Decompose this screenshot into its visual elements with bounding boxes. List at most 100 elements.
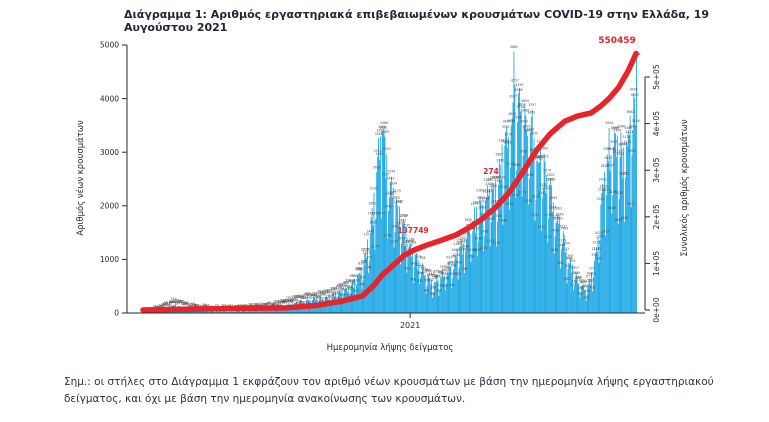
bar-label: 814: [451, 263, 457, 267]
bar-label: 452: [343, 281, 349, 285]
bar-label: 70: [263, 303, 267, 307]
bar: [525, 115, 527, 313]
bar: [475, 206, 477, 313]
bar: [508, 137, 509, 313]
bar: [199, 310, 201, 313]
bar-label: 77: [183, 302, 187, 306]
bar: [232, 311, 234, 313]
bar-label: 278: [312, 292, 318, 296]
bar-label: 364: [578, 286, 584, 290]
bar: [482, 204, 484, 313]
bar: [593, 277, 594, 313]
bar-label: 3255: [530, 132, 538, 136]
bar-label: 48: [256, 303, 260, 307]
bar-label: 765: [419, 265, 425, 269]
bar: [222, 311, 224, 313]
bar-label: 2063: [477, 196, 485, 200]
bar-label: 2822: [541, 154, 549, 158]
bar-label: 110: [174, 300, 180, 304]
bar-label: 101: [164, 301, 170, 305]
bar-label: 51: [197, 304, 201, 308]
bar: [208, 311, 210, 313]
bar: [269, 308, 271, 313]
bar-label: 750: [569, 266, 575, 270]
bar-label: 138: [279, 300, 285, 304]
bar: [366, 258, 368, 313]
bar-label: 532: [588, 278, 594, 282]
bar: [474, 207, 475, 313]
bar: [526, 130, 528, 313]
bar-label: 2820: [536, 155, 544, 159]
bar-label: 1208: [408, 241, 416, 245]
bar-label: 2113: [532, 194, 540, 198]
bar: [510, 125, 512, 313]
bar: [271, 308, 272, 313]
bar-label: 1149: [462, 244, 470, 248]
bar: [618, 199, 620, 313]
bar-label: 560: [410, 277, 416, 281]
bar: [446, 270, 448, 313]
bar-label: 1721: [553, 215, 561, 219]
bar: [518, 93, 519, 313]
bar: [634, 98, 636, 314]
bar: [416, 252, 418, 313]
bar-label: 515: [349, 279, 355, 283]
bar-label: 3486: [632, 119, 640, 123]
bar: [349, 293, 351, 313]
bar-label: 268: [311, 293, 317, 297]
bar: [396, 196, 398, 313]
bar: [203, 311, 205, 313]
bar-label: 2574: [543, 169, 551, 173]
bar-label: 162: [173, 298, 179, 302]
bar-label: 1679: [552, 216, 560, 220]
bar: [633, 93, 635, 313]
bar-label: 928: [420, 256, 426, 260]
bar-label: 1287: [460, 238, 468, 242]
bar: [471, 254, 473, 313]
bar-label: 218: [301, 296, 307, 300]
bar: [604, 236, 606, 313]
bar: [441, 276, 443, 313]
bar-label: 63: [261, 303, 265, 307]
bar-label: 625: [435, 274, 441, 278]
bar: [264, 309, 266, 313]
bar: [411, 256, 412, 313]
bar: [240, 311, 242, 313]
bar: [213, 311, 215, 313]
bar: [261, 309, 262, 313]
bar: [529, 178, 530, 313]
bar-label: 2025: [525, 199, 533, 203]
bar-label: 2507: [382, 172, 390, 176]
bar-label: 2712: [506, 162, 514, 166]
bar: [485, 201, 486, 313]
bar-label: 761: [420, 267, 426, 271]
bar-label: 1279: [559, 239, 567, 243]
bar: [600, 204, 602, 313]
bar-label: 365: [347, 286, 353, 290]
bar: [450, 266, 452, 313]
bar-label: 1373: [364, 233, 372, 237]
bar-label: 2914: [374, 149, 382, 153]
bar: [444, 290, 446, 313]
bar-label: 1246: [406, 240, 414, 244]
bar-label: 2522: [622, 171, 630, 175]
bar-label: 62: [260, 302, 264, 306]
bar-label: 3362: [526, 127, 534, 131]
bar-label: 170: [291, 298, 297, 302]
bar-label: 282: [430, 292, 436, 296]
bar-label: 3401: [523, 125, 531, 129]
bar: [463, 244, 465, 313]
bar-value-labels: 2725333549505758744164898710185118629813…: [152, 45, 640, 310]
bar: [499, 165, 501, 313]
bar: [605, 195, 607, 313]
bar: [254, 310, 256, 313]
bar-label: 56: [262, 302, 266, 306]
bar-label: 2953: [383, 147, 391, 151]
bar-label: 2969: [540, 147, 548, 151]
bar: [495, 182, 497, 313]
bar: [537, 160, 539, 313]
bar-label: 1182: [558, 243, 566, 247]
cumulative-annotations: 137749 274 550459: [397, 36, 635, 235]
bar-label: 864: [411, 261, 417, 265]
bar-label: 141: [314, 299, 320, 303]
